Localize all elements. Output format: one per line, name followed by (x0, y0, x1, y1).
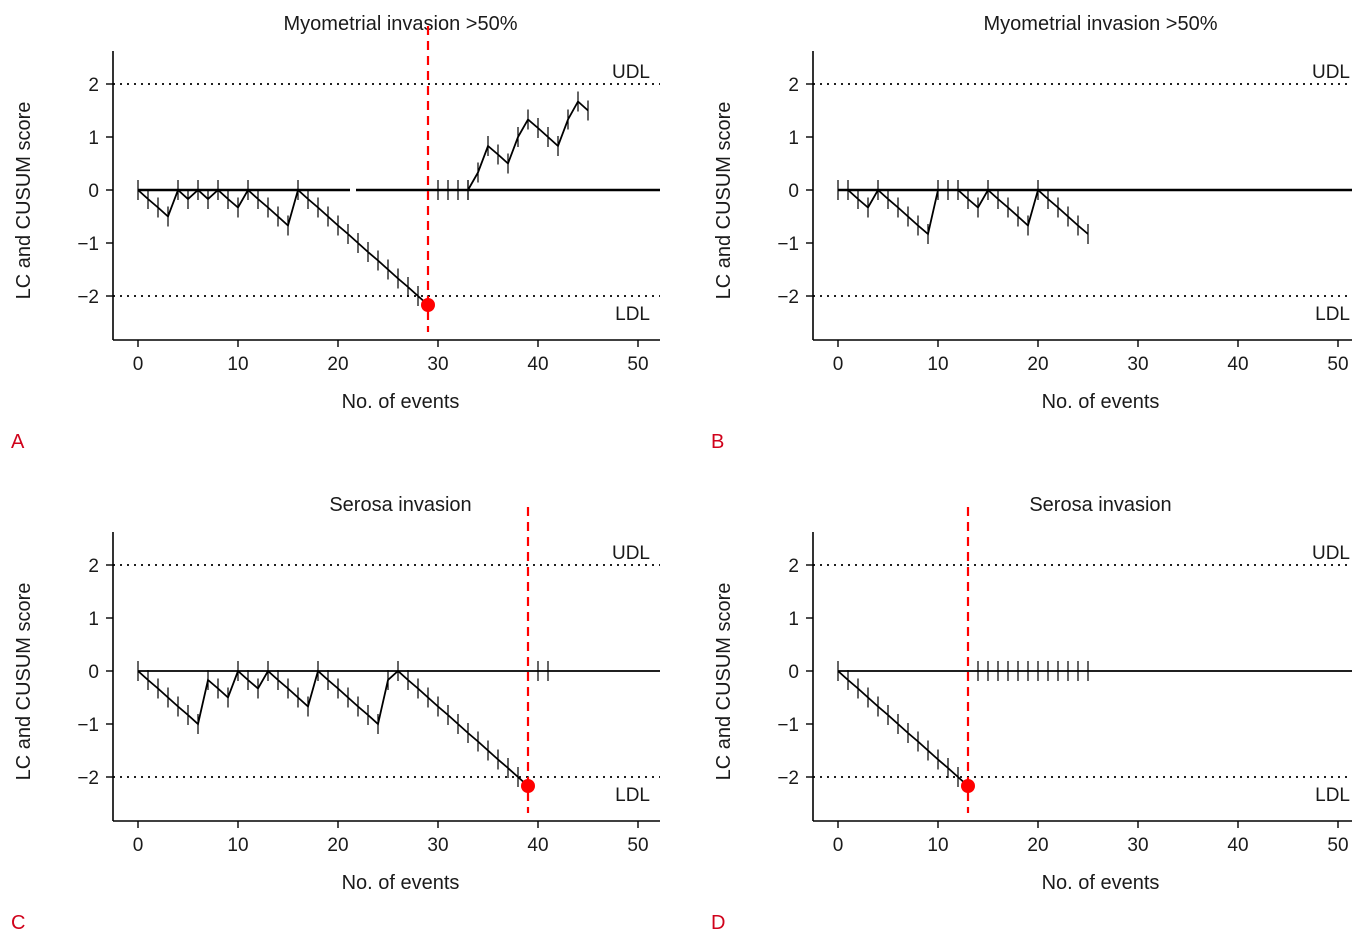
cusum-line (137, 669, 529, 787)
x-axis-label: No. of events (1042, 872, 1160, 894)
x-tick-label: 0 (833, 835, 844, 856)
x-tick-label: 30 (427, 835, 448, 856)
x-tick-label: 50 (627, 835, 648, 856)
x-tick-label: 40 (1227, 354, 1248, 375)
udl-label: UDL (612, 62, 650, 83)
y-tick-label: 1 (788, 609, 799, 630)
panel-a: Myometrial invasion >50%210−1−20 10 20 30 40… (11, 13, 660, 453)
x-tick-label: 10 (227, 835, 248, 856)
ldl-label: LDL (1315, 304, 1350, 325)
x-axis-label: No. of events (1042, 391, 1160, 413)
y-tick-label: −2 (777, 768, 799, 789)
udl-label: UDL (1312, 62, 1350, 83)
cusum-line (837, 670, 969, 787)
y-tick-label: 2 (88, 75, 99, 96)
y-tick-label: −2 (77, 287, 99, 308)
y-tick-label: 2 (788, 75, 799, 96)
panel-letter: C (11, 912, 25, 933)
y-tick-label: 0 (88, 181, 99, 202)
y-tick-label: −1 (77, 234, 99, 255)
y-tick-label: 1 (88, 609, 99, 630)
x-tick-label: 0 (133, 835, 144, 856)
y-tick-label: 2 (788, 556, 799, 577)
x-tick-label: 50 (627, 354, 648, 375)
x-tick-label: 10 (927, 354, 948, 375)
ldl-label: LDL (615, 304, 650, 325)
x-tick-label: 50 (1327, 354, 1348, 375)
chart-title: Myometrial invasion >50% (284, 13, 518, 35)
chart-title: Myometrial invasion >50% (984, 13, 1218, 35)
x-tick-label: 40 (527, 835, 548, 856)
y-axis-label: LC and CUSUM score (713, 583, 735, 781)
chart-title: Serosa invasion (1029, 494, 1171, 516)
y-tick-label: −1 (777, 234, 799, 255)
boundary-crossing-marker (961, 779, 975, 794)
udl-label: UDL (1312, 543, 1350, 564)
x-tick-label: 20 (1027, 354, 1048, 375)
x-tick-label: 0 (833, 354, 844, 375)
y-tick-label: 1 (88, 128, 99, 149)
y-tick-label: 0 (88, 662, 99, 683)
x-tick-label: 30 (1127, 354, 1148, 375)
chart-title: Serosa invasion (329, 494, 471, 516)
x-tick-label: 20 (327, 354, 348, 375)
y-tick-label: 0 (788, 181, 799, 202)
x-tick-label: 40 (1227, 835, 1248, 856)
panel-letter: B (711, 431, 724, 453)
y-tick-label: 1 (788, 128, 799, 149)
panel-letter: A (11, 431, 25, 453)
y-tick-label: −1 (777, 715, 799, 736)
y-tick-label: 0 (788, 662, 799, 683)
x-tick-label: 50 (1327, 835, 1348, 856)
x-tick-label: 20 (327, 835, 348, 856)
y-axis-label: LC and CUSUM score (713, 102, 735, 300)
x-axis-label: No. of events (342, 872, 460, 894)
x-tick-label: 40 (527, 354, 548, 375)
y-tick-label: −1 (77, 715, 99, 736)
y-tick-label: 2 (88, 556, 99, 577)
x-tick-label: 10 (927, 835, 948, 856)
ldl-label: LDL (615, 785, 650, 806)
x-tick-label: 30 (1127, 835, 1148, 856)
y-tick-label: −2 (77, 768, 99, 789)
y-axis-label: LC and CUSUM score (13, 583, 35, 781)
x-tick-label: 30 (427, 354, 448, 375)
boundary-crossing-marker (421, 298, 435, 313)
cusum-line (838, 188, 1089, 236)
ldl-label: LDL (1315, 785, 1350, 806)
x-tick-label: 10 (227, 354, 248, 375)
udl-label: UDL (612, 543, 650, 564)
cusum-line (137, 188, 429, 306)
panel-b: Myometrial invasion >50%210−1−20 10 20 30 40… (711, 13, 1352, 453)
x-tick-label: 20 (1027, 835, 1048, 856)
x-tick-label: 0 (133, 354, 144, 375)
boundary-crossing-marker (521, 779, 535, 794)
x-axis-label: No. of events (342, 391, 460, 413)
y-tick-label: −2 (777, 287, 799, 308)
y-axis-label: LC and CUSUM score (13, 102, 35, 300)
panel-letter: D (711, 912, 725, 933)
